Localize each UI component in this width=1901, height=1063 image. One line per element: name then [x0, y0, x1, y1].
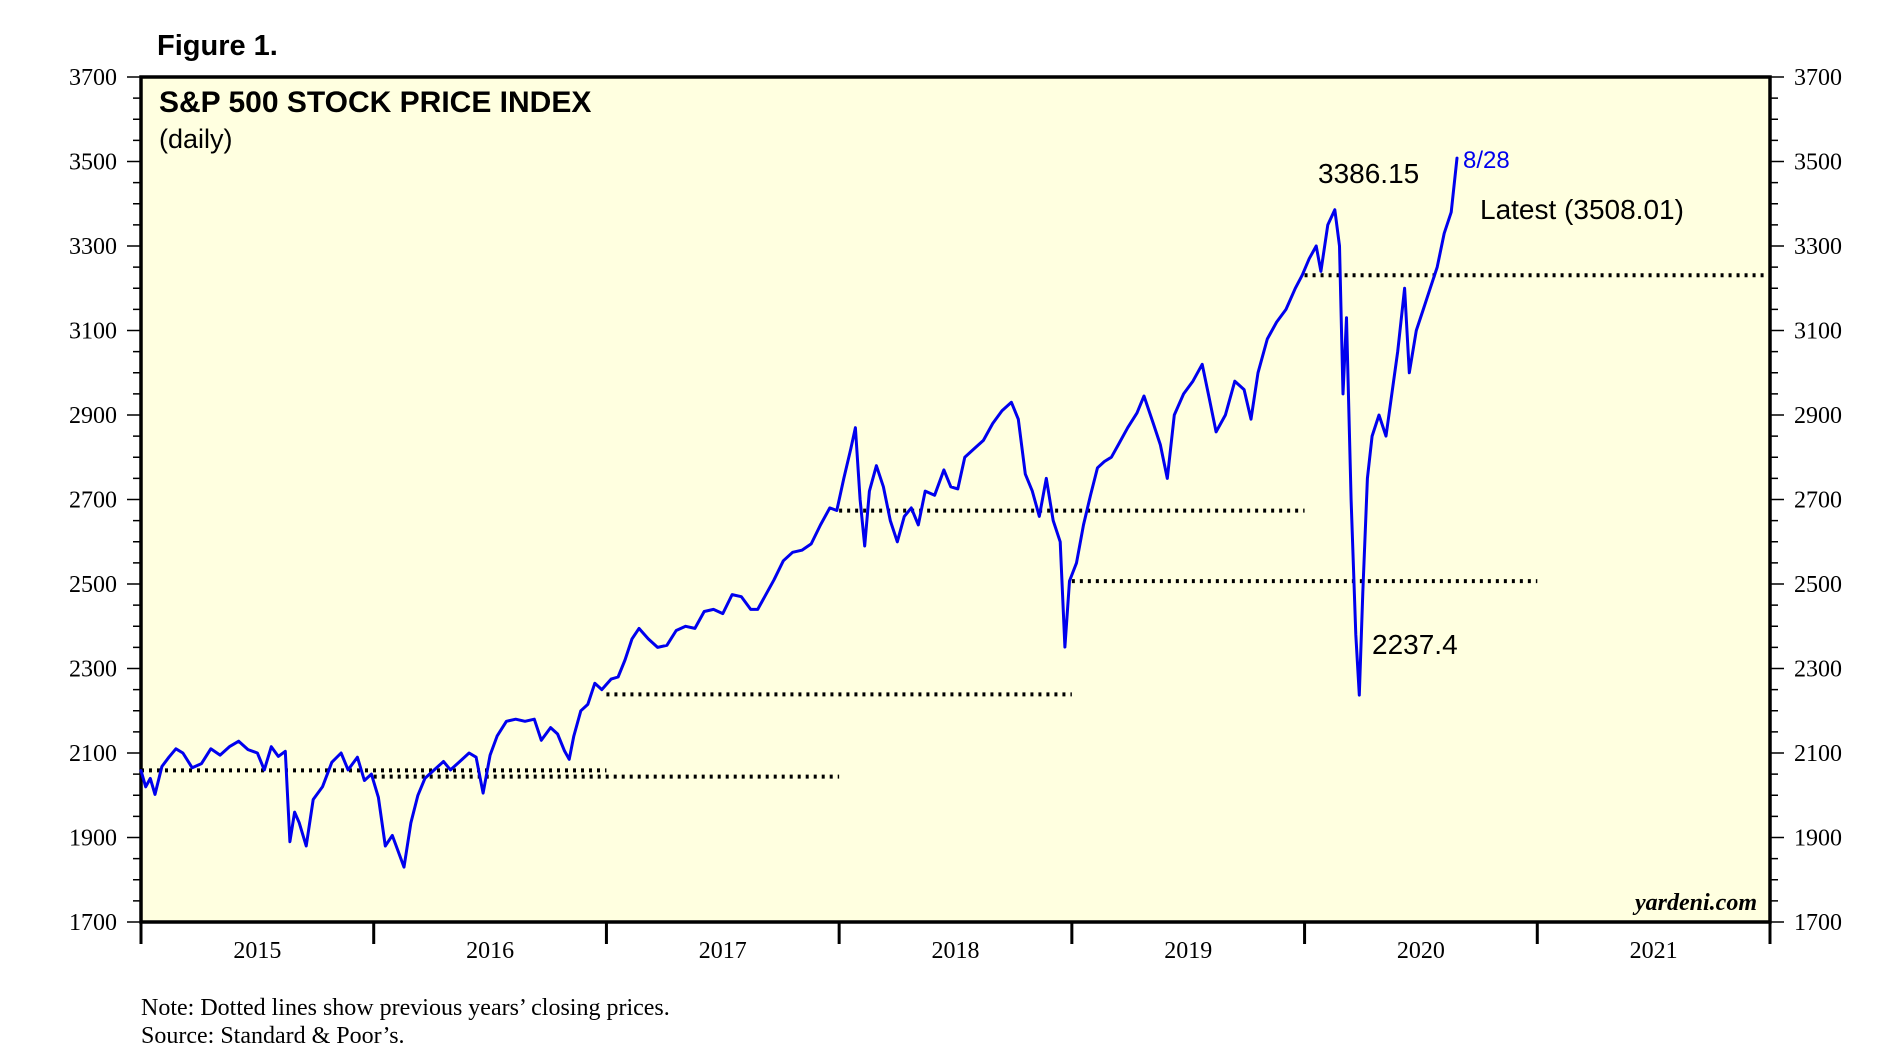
watermark: yardeni.com: [1632, 890, 1757, 916]
y-tick-label-right: 2700: [1794, 488, 1842, 514]
y-tick-label-left: 2700: [69, 488, 117, 514]
figure-label: Figure 1.: [157, 30, 278, 62]
x-axis: 2015 2016 2017 2018 2019 2020 2021: [139, 922, 1772, 964]
sp500-line: [139, 156, 1459, 869]
chart-title: S&P 500 STOCK PRICE INDEX: [159, 86, 591, 119]
y-tick-label-right: 3100: [1794, 319, 1842, 345]
y-tick-label-left: 3500: [69, 150, 117, 176]
y-tick-label-left: 2300: [69, 657, 117, 683]
y-tick-label-right: 3300: [1794, 234, 1842, 260]
date-label: 8/28: [1463, 147, 1510, 174]
y-tick-label-right: 2500: [1794, 572, 1842, 598]
y-tick-label-right: 1900: [1794, 826, 1842, 852]
x-tick-label: 2017: [699, 938, 747, 964]
y-tick-label-left: 3300: [69, 234, 117, 260]
note-line: Note: Dotted lines show previous years’ …: [141, 995, 670, 1021]
trough-label: 2237.4: [1372, 629, 1458, 660]
y-tick-label-right: 2900: [1794, 403, 1842, 429]
reference-lines: [141, 273, 1770, 779]
chart-subtitle: (daily): [159, 124, 233, 154]
y-tick-label-left: 1900: [69, 826, 117, 852]
y-axis-right: 1700 1900 2100 2300 2500 2700 2900 3100 3300 3500…: [1770, 65, 1842, 936]
y-tick-label-right: 2100: [1794, 741, 1842, 767]
y-tick-label-left: 2900: [69, 403, 117, 429]
x-tick-label: 2015: [233, 938, 281, 964]
y-tick-label-right: 2300: [1794, 657, 1842, 683]
y-tick-label-right: 1700: [1794, 910, 1842, 936]
plot-area: [139, 75, 1772, 924]
x-tick-label: 2021: [1630, 938, 1678, 964]
x-tick-label: 2016: [466, 938, 514, 964]
y-tick-label-left: 3700: [69, 65, 117, 91]
x-tick-label: 2019: [1164, 938, 1212, 964]
y-tick-label-right: 3700: [1794, 65, 1842, 91]
y-tick-label-right: 3500: [1794, 150, 1842, 176]
y-tick-label-left: 2500: [69, 572, 117, 598]
peak-label: 3386.15: [1318, 158, 1419, 189]
y-tick-label-left: 3100: [69, 319, 117, 345]
y-tick-label-left: 2100: [69, 741, 117, 767]
x-tick-label: 2018: [932, 938, 980, 964]
y-tick-label-left: 1700: [69, 910, 117, 936]
source-line: Source: Standard & Poor’s.: [141, 1023, 405, 1049]
y-axis-left: 1700 1900 2100 2300 2500 2700 2900 3100 3300 3500…: [69, 65, 141, 936]
latest-label: Latest (3508.01): [1480, 194, 1684, 225]
x-tick-label: 2020: [1397, 938, 1445, 964]
